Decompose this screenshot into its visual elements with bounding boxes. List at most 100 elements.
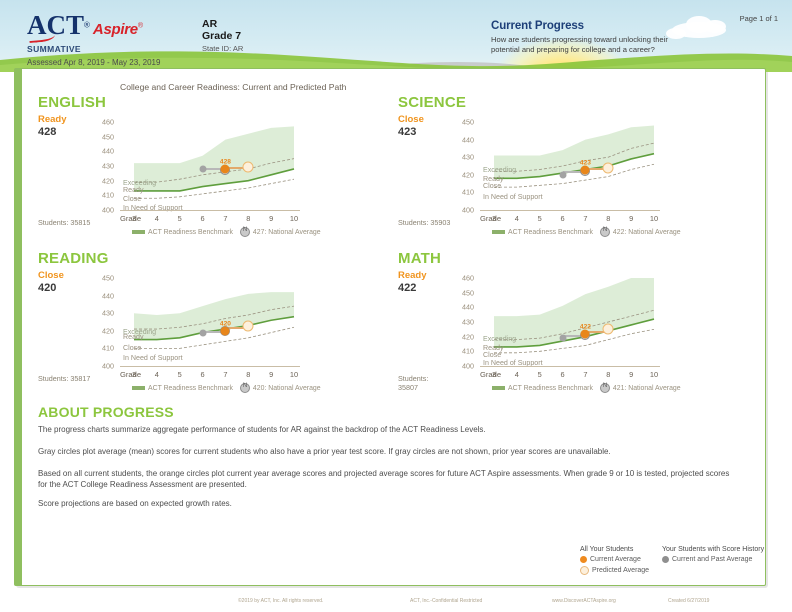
past-average-marker[interactable] [199,329,207,337]
readiness-level-label: In Need of Support [483,358,543,367]
panel-title: College and Career Readiness: Current an… [120,82,347,92]
current-average-marker[interactable] [220,164,230,174]
y-axis-tick-label: 450 [462,117,474,127]
chart-science: SCIENCE Close 423 Students: 35903 450 440 430 4… [398,94,681,237]
current-average-marker[interactable] [580,165,590,175]
org-name: AR [202,18,218,30]
chart-student-count: Students: 35807 [398,374,429,392]
readiness-level-label: Close [483,182,502,191]
current-average-data-label: 422 [579,323,591,331]
x-axis-tick-label: 9 [269,214,274,223]
x-axis-tick-label: 7 [583,370,588,379]
benchmark-swatch-icon [492,386,505,390]
readiness-level-label: Exceeding [123,327,157,336]
chart-legend: ACT Readiness Benchmark N 421: National Av… [492,383,681,393]
chart-plot-area: 460 450 440 430 420 410 400 Exceeding Ready Close… [462,274,660,379]
chart-subject-title: SCIENCE [398,94,467,111]
past-to-current-connector [202,167,226,170]
x-axis-tick-label: 8 [606,214,611,223]
y-axis-tick-label: 460 [462,273,474,283]
chart-legend: ACT Readiness Benchmark N 427: National Av… [132,227,321,237]
x-axis-tick-label: 3 [491,214,497,223]
past-to-current-connector [202,330,226,333]
chart-svg [494,278,655,354]
logo-registered: ® [137,22,143,30]
chart-student-count: Students: 35815 [38,218,91,227]
national-average-icon: N [599,383,610,393]
chart-average-score: 428 [38,126,57,138]
readiness-level-label: Exceeding [483,166,517,175]
x-axis-tick-label: 5 [177,370,182,379]
predicted-average-marker[interactable] [602,323,614,335]
legend-label-national-average: 422: National Average [612,228,681,236]
y-axis-tick-label: 420 [102,176,114,186]
x-axis-tick-label: 4 [514,214,519,223]
y-axis-tick-label: 430 [102,308,114,318]
past-average-marker[interactable] [199,165,207,173]
x-axis-title: Grade [480,214,502,223]
y-axis-tick-label: 430 [462,152,474,162]
y-axis-tick-label: 410 [102,190,114,200]
chart-legend: ACT Readiness Benchmark N 422: National Av… [492,227,681,237]
x-axis-tick-label: 6 [200,370,205,379]
legend-label-benchmark: ACT Readiness Benchmark [148,384,233,392]
chart-readiness-level: Close [398,114,424,125]
benchmark-swatch-icon [132,230,145,234]
section-title: Current Progress [491,20,584,32]
legend-label-past-average: Current and Past Average [672,556,753,563]
chart-average-score: 423 [398,126,417,138]
predicted-average-marker[interactable] [242,320,254,332]
x-axis-tick-label: 6 [560,370,565,379]
past-average-marker[interactable] [559,171,567,179]
current-to-predicted-connector [585,167,609,170]
legend-column-score-history: Your Students with Score History Current… [662,546,764,563]
legend-item-predicted-average: Predicted Average [580,566,649,575]
current-average-data-label: 423 [579,159,591,167]
legend-label-benchmark: ACT Readiness Benchmark [148,228,233,236]
section-heading: Current Progress How are students progre… [491,20,681,54]
report-header: ACT® Aspire® SUMMATIVE Assessed Apr 8, 20… [0,0,792,72]
past-average-marker[interactable] [559,334,567,342]
x-axis-tick-label: 6 [200,214,205,223]
y-axis-tick-label: 400 [102,205,114,215]
chart-math: MATH Ready 422 Students: 35807 460 450 440 430 4… [398,250,681,393]
benchmark-swatch-icon [492,230,505,234]
y-axis-tick-label: 440 [462,135,474,145]
about-progress-title: ABOUT PROGRESS [38,404,174,420]
readiness-level-label: Ready [483,343,504,352]
readiness-level-label: In Need of Support [123,354,183,363]
about-paragraph-2: Gray circles plot average (mean) scores … [38,447,611,456]
x-axis-tick-label: 10 [649,370,659,379]
state-id-label: State ID: AR [202,44,244,53]
footer-created: Created 6/27/2019 [668,598,710,604]
x-axis-tick-label: 9 [629,214,634,223]
x-axis-tick-label: 5 [177,214,182,223]
current-average-data-label: 420 [219,320,231,328]
page-number: Page 1 of 1 [739,14,778,23]
y-axis-tick-label: 430 [462,317,474,327]
readiness-level-label: Exceeding [483,334,517,343]
chart-plot-area: 450 440 430 420 410 400 Exceeding Ready Close In … [462,118,660,223]
predicted-average-marker[interactable] [242,161,254,173]
chart-svg [134,292,295,349]
y-axis-tick-label: 410 [462,346,474,356]
national-average-icon: N [599,227,610,237]
legend-label-national-average: 421: National Average [612,384,681,392]
legend-label-benchmark: ACT Readiness Benchmark [508,228,593,236]
cloud-icon [666,28,686,39]
org-info: AR Grade 7 State ID: AR [202,18,243,54]
predicted-average-marker[interactable] [602,162,614,174]
x-axis-title: Grade [120,214,142,223]
readiness-level-label: Close [123,343,142,352]
x-axis-tick-label: 7 [223,370,228,379]
x-axis-tick-label: 3 [491,370,497,379]
x-axis-tick-label: 8 [246,370,251,379]
current-average-marker[interactable] [580,329,590,339]
chart-readiness-level: Close [38,270,64,281]
legend-item-past-average: Current and Past Average [662,556,764,563]
y-axis-tick-label: 400 [102,361,114,371]
current-average-marker[interactable] [220,326,230,336]
chart-readiness-level: Ready [38,114,67,125]
y-axis-tick-label: 440 [462,302,474,312]
logo-act-text: ACT [27,10,85,40]
